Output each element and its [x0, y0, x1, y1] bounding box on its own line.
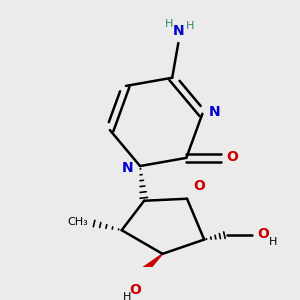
Text: H: H	[269, 237, 278, 247]
Text: N: N	[172, 24, 184, 38]
Text: N: N	[208, 105, 220, 119]
Text: O: O	[193, 178, 205, 193]
Text: CH₃: CH₃	[67, 217, 88, 227]
Text: H: H	[165, 19, 173, 29]
Text: H: H	[186, 21, 194, 31]
Polygon shape	[135, 254, 163, 280]
Text: H: H	[122, 292, 131, 300]
Text: O: O	[226, 150, 238, 164]
Text: O: O	[257, 227, 269, 241]
Text: N: N	[122, 161, 134, 175]
Text: O: O	[130, 283, 142, 297]
